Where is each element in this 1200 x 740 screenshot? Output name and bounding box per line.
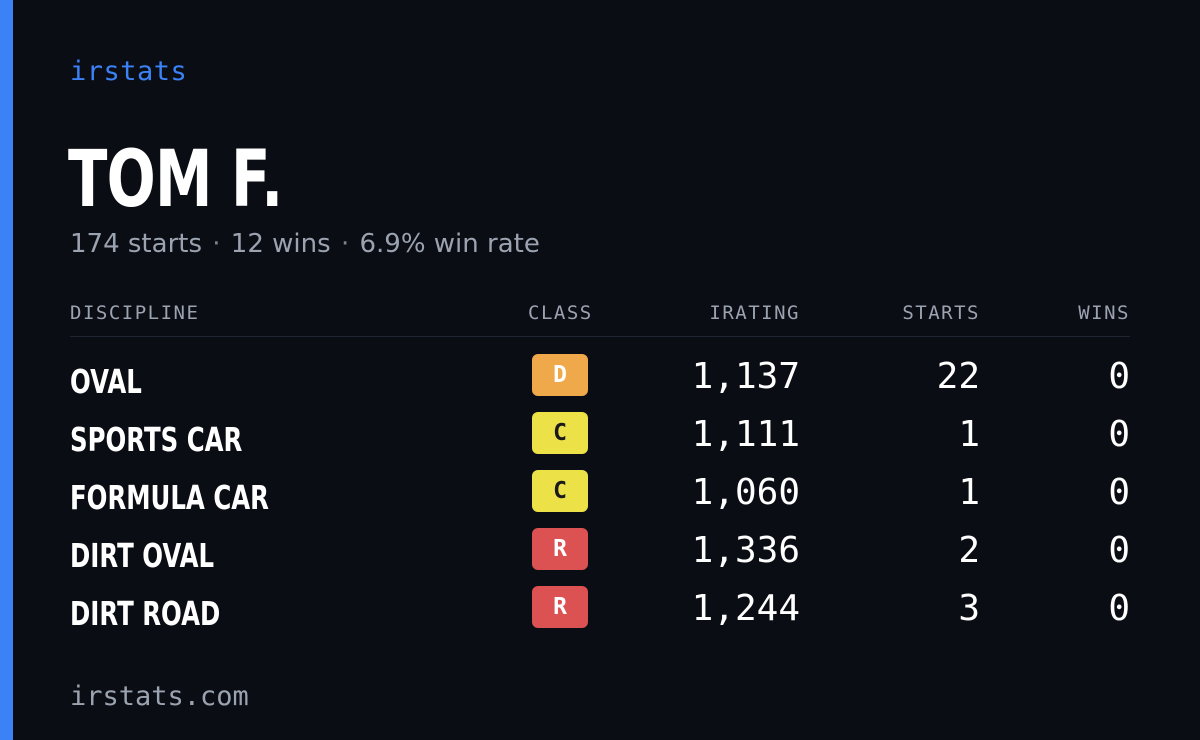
header-starts: STARTS bbox=[902, 302, 980, 324]
starts-value: 2 bbox=[958, 530, 980, 571]
header-wins: WINS bbox=[1078, 302, 1130, 324]
class-badge: C bbox=[532, 470, 588, 512]
irating-value: 1,060 bbox=[691, 472, 800, 513]
footer-site-link[interactable]: irstats.com bbox=[70, 681, 249, 712]
class-badge: C bbox=[532, 412, 588, 454]
starts-value: 1 bbox=[958, 414, 980, 455]
header-discipline: DISCIPLINE bbox=[70, 302, 200, 324]
accent-bar bbox=[0, 0, 13, 740]
header-class: CLASS bbox=[528, 302, 593, 324]
class-badge: D bbox=[532, 354, 588, 396]
wins-value: 0 bbox=[1108, 472, 1130, 513]
table-row: OVAL D 1,137 22 0 bbox=[70, 354, 1130, 412]
table-row: FORMULA CAR C 1,060 1 0 bbox=[70, 470, 1130, 528]
discipline-name: DIRT ROAD bbox=[70, 594, 221, 633]
discipline-name: OVAL bbox=[70, 362, 142, 401]
discipline-name: FORMULA CAR bbox=[70, 478, 269, 517]
discipline-name: DIRT OVAL bbox=[70, 536, 215, 575]
wins-value: 0 bbox=[1108, 530, 1130, 571]
irating-value: 1,111 bbox=[691, 414, 800, 455]
player-name: TOM F. bbox=[68, 135, 283, 225]
wins-value: 0 bbox=[1108, 356, 1130, 397]
starts-value: 3 bbox=[958, 588, 980, 629]
starts-value: 22 bbox=[936, 356, 980, 397]
table-row: SPORTS CAR C 1,111 1 0 bbox=[70, 412, 1130, 470]
table-row: DIRT ROAD R 1,244 3 0 bbox=[70, 586, 1130, 644]
header-irating: IRATING bbox=[709, 302, 800, 324]
wins-summary: 12 wins bbox=[230, 229, 331, 259]
starts-value: 1 bbox=[958, 472, 980, 513]
class-badge: R bbox=[532, 528, 588, 570]
brand-logo[interactable]: irstats bbox=[70, 56, 188, 87]
summary-separator: · bbox=[212, 229, 221, 259]
summary-separator: · bbox=[340, 229, 350, 259]
wins-value: 0 bbox=[1108, 588, 1130, 629]
winrate-summary: 6.9% win rate bbox=[359, 229, 540, 259]
starts-summary: 174 starts bbox=[70, 229, 202, 259]
table-row: DIRT OVAL R 1,336 2 0 bbox=[70, 528, 1130, 586]
wins-value: 0 bbox=[1108, 414, 1130, 455]
irating-value: 1,137 bbox=[691, 356, 800, 397]
player-summary: 174 starts · 12 wins · 6.9% win rate bbox=[70, 229, 540, 259]
irating-value: 1,244 bbox=[691, 588, 800, 629]
irating-value: 1,336 bbox=[691, 530, 800, 571]
discipline-name: SPORTS CAR bbox=[70, 420, 243, 459]
stats-table-header: DISCIPLINE CLASS IRATING STARTS WINS bbox=[70, 300, 1130, 337]
class-badge: R bbox=[532, 586, 588, 628]
